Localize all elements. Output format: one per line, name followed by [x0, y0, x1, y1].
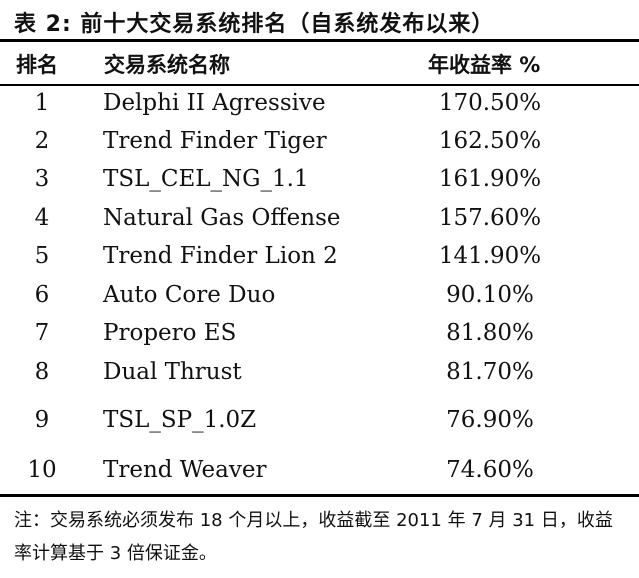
table-row: 10 Trend Weaver 74.60% [0, 453, 639, 491]
bottom-rule [0, 494, 639, 497]
cell-rank: 9 [34, 407, 50, 433]
cell-rank: 4 [34, 205, 50, 231]
table-row: 9 TSL_SP_1.0Z 76.90% [0, 403, 639, 441]
cell-system-name: Trend Finder Lion 2 [103, 243, 338, 269]
cell-rank: 8 [34, 359, 50, 385]
cell-annual-return: 162.50% [438, 128, 542, 154]
table-header: 排名 交易系统名称 年收益率 % [0, 42, 639, 84]
cell-rank: 6 [34, 282, 50, 308]
cell-system-name: Propero ES [103, 320, 237, 346]
table-row: 6 Auto Core Duo 90.10% [0, 278, 639, 316]
cell-annual-return: 81.70% [446, 359, 534, 385]
table-row: 7 Propero ES 81.80% [0, 316, 639, 354]
table-row: 8 Dual Thrust 81.70% [0, 355, 639, 393]
cell-annual-return: 170.50% [438, 90, 542, 116]
header-system-name: 交易系统名称 [104, 53, 230, 77]
table-row: 5 Trend Finder Lion 2 141.90% [0, 239, 639, 277]
cell-annual-return: 157.60% [438, 205, 542, 231]
table-note: 注：交易系统必须发布 18 个月以上，收益截至 2011 年 7 月 31 日，… [14, 510, 613, 564]
top-rule [0, 39, 639, 42]
cell-system-name: Dual Thrust [103, 359, 242, 385]
cell-system-name: Delphi II Agressive [103, 90, 326, 116]
cell-rank: 1 [34, 90, 50, 116]
cell-rank: 7 [34, 320, 50, 346]
cell-annual-return: 90.10% [446, 282, 534, 308]
cell-annual-return: 81.80% [446, 320, 534, 346]
table-row: 1 Delphi II Agressive 170.50% [0, 86, 639, 124]
cell-rank: 5 [34, 243, 50, 269]
cell-annual-return: 76.90% [446, 407, 534, 433]
cell-rank: 10 [27, 457, 57, 483]
cell-annual-return: 74.60% [446, 457, 534, 483]
table-row: 2 Trend Finder Tiger 162.50% [0, 124, 639, 162]
cell-system-name: TSL_CEL_NG_1.1 [103, 166, 309, 192]
table-title: 表 2: 前十大交易系统排名（自系统发布以来） [14, 12, 495, 37]
header-rank: 排名 [16, 53, 58, 77]
cell-rank: 2 [34, 128, 50, 154]
cell-system-name: Trend Finder Tiger [103, 128, 327, 154]
table-row: 4 Natural Gas Offense 157.60% [0, 201, 639, 239]
header-annual-return: 年收益率 % [428, 53, 541, 77]
cell-system-name: Trend Weaver [103, 457, 267, 483]
cell-annual-return: 161.90% [438, 166, 542, 192]
cell-rank: 3 [34, 166, 50, 192]
header-rule [0, 84, 639, 86]
table-row: 3 TSL_CEL_NG_1.1 161.90% [0, 162, 639, 200]
cell-system-name: Auto Core Duo [103, 282, 276, 308]
cell-annual-return: 141.90% [438, 243, 542, 269]
cell-system-name: TSL_SP_1.0Z [103, 407, 257, 433]
cell-system-name: Natural Gas Offense [103, 205, 341, 231]
